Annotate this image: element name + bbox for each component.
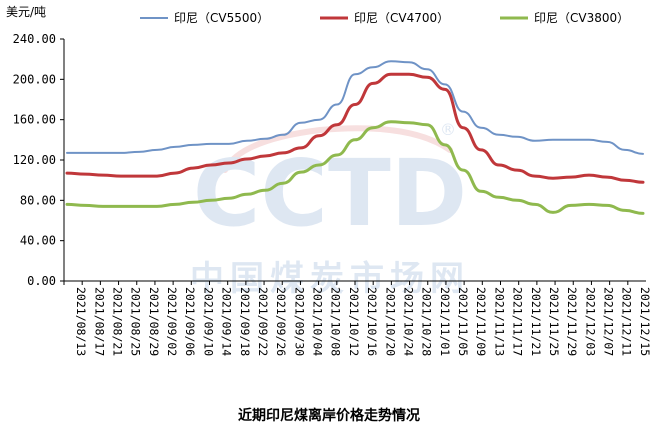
x-tick-label: 2021/10/24 <box>401 287 415 356</box>
y-tick-label: 40.00 <box>20 234 56 248</box>
x-tick-label: 2021/08/25 <box>129 287 143 356</box>
legend: 印尼（CV5500） 印尼（CV4700） 印尼（CV3800） <box>140 11 629 25</box>
series-line-2 <box>65 72 645 184</box>
x-tick-label: 2021/10/12 <box>347 287 361 356</box>
x-tick-label: 2021/09/14 <box>220 287 234 356</box>
x-tick-label: 2021/10/04 <box>311 287 325 356</box>
x-tick-label: 2021/10/16 <box>365 287 379 356</box>
x-tick-label: 2021/11/09 <box>474 287 488 356</box>
x-tick-label: 2021/09/18 <box>238 287 252 356</box>
watermark-site-name: 中国煤炭市场网 <box>190 259 470 299</box>
axes: 0.00 40.00 80.00 120.00 160.00 200.00 240.00 20… <box>13 32 652 356</box>
x-tick-label: 2021/11/01 <box>438 287 452 356</box>
x-tick-label: 2021/09/22 <box>256 287 270 356</box>
x-tick-label: 2021/11/21 <box>529 287 543 356</box>
x-tick-label: 2021/10/28 <box>420 287 434 356</box>
x-tick-label: 2021/11/13 <box>492 287 506 356</box>
y-tick-label: 120.00 <box>13 153 56 167</box>
legend-label-3: 印尼（CV3800） <box>534 11 629 25</box>
y-tick-label: 0.00 <box>27 274 56 288</box>
series-line-3 <box>65 120 645 215</box>
chart-title: 近期印尼煤离岸价格走势情况 <box>238 407 420 424</box>
x-tick-label: 2021/12/03 <box>583 287 597 356</box>
x-tick-label: 2021/08/21 <box>110 287 124 356</box>
legend-label-1: 印尼（CV5500） <box>174 11 269 25</box>
x-tick-label: 2021/09/06 <box>183 287 197 356</box>
x-tick-label: 2021/12/15 <box>638 287 652 356</box>
y-tick-label: 80.00 <box>20 193 56 207</box>
x-tick-label: 2021/09/02 <box>165 287 179 356</box>
legend-label-2: 印尼（CV4700） <box>354 11 449 25</box>
watermark-registered: ® <box>440 120 456 139</box>
x-tick-label: 2021/11/25 <box>547 287 561 356</box>
series-layer <box>65 60 645 215</box>
watermark-swoosh <box>222 125 453 173</box>
y-tick-label: 240.00 <box>13 32 56 46</box>
x-tick-label: 2021/11/17 <box>511 287 525 356</box>
x-tick-label: 2021/09/26 <box>274 287 288 356</box>
x-tick-label: 2021/11/05 <box>456 287 470 356</box>
x-tick-label: 2021/12/07 <box>602 287 616 356</box>
watermark-logo: CCTD <box>193 140 467 247</box>
watermark: CCTD ® 中国煤炭市场网 <box>190 120 470 299</box>
x-tick-label: 2021/08/17 <box>92 287 106 356</box>
y-tick-label: 160.00 <box>13 113 56 127</box>
series-line-1 <box>66 60 644 155</box>
x-tick-label: 2021/10/08 <box>329 287 343 356</box>
x-tick-label: 2021/08/29 <box>147 287 161 356</box>
x-tick-label: 2021/09/30 <box>292 287 306 356</box>
x-tick-label: 2021/12/11 <box>620 287 634 356</box>
y-tick-label: 200.00 <box>13 72 56 86</box>
x-tick-label: 2021/09/10 <box>201 287 215 356</box>
x-tick-label: 2021/11/29 <box>565 287 579 356</box>
x-tick-label: 2021/08/13 <box>74 287 88 356</box>
x-tick-label: 2021/10/20 <box>383 287 397 356</box>
y-axis-unit-label: 美元/吨 <box>6 5 46 19</box>
